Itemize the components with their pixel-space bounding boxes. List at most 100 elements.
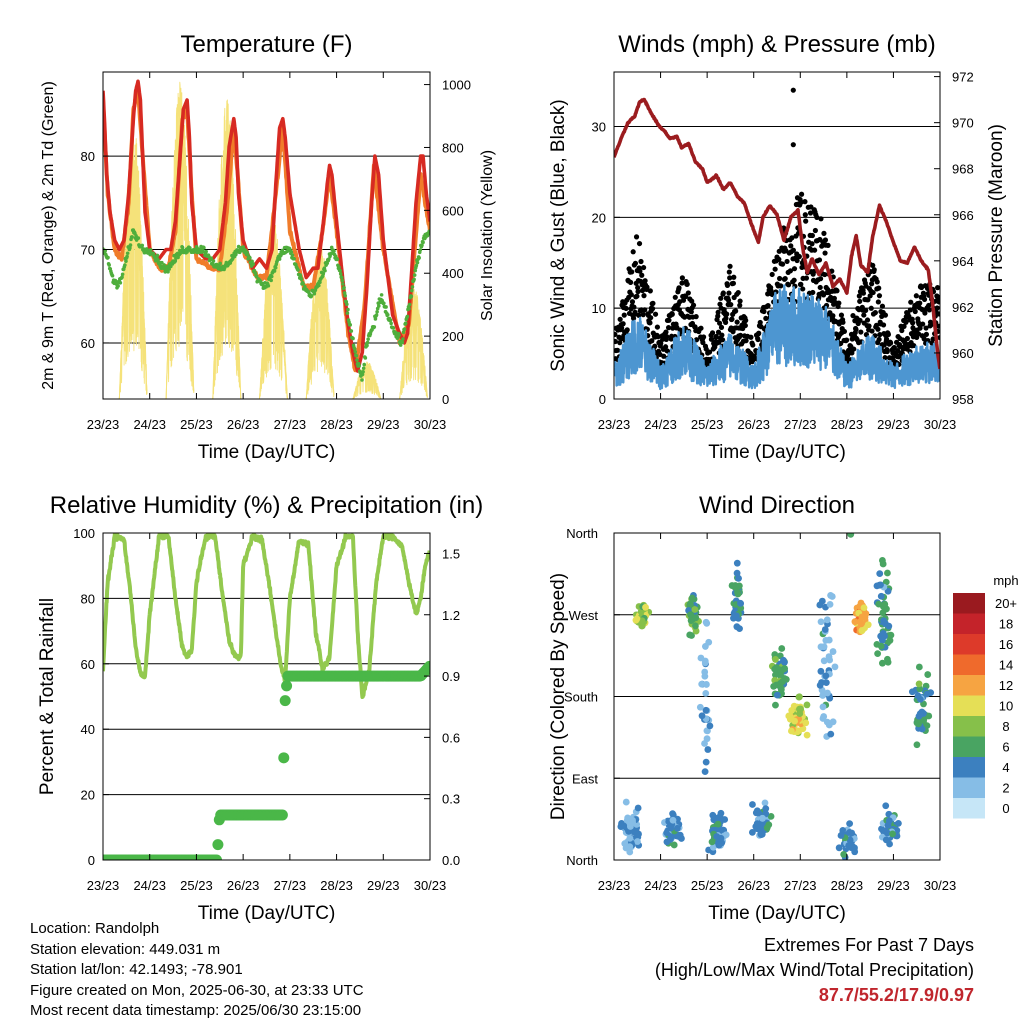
wind-direction-point (691, 606, 699, 613)
wind-direction-point (698, 712, 706, 720)
gust-point (910, 320, 916, 326)
x-tick-label: 25/23 (180, 878, 213, 893)
gust-point (869, 281, 875, 287)
wind-direction-point (882, 802, 890, 810)
dewpoint-point (363, 356, 368, 360)
y-tick-label: 20 (81, 788, 95, 803)
y2-axis-label: Solar Insolation (Yellow) (479, 150, 496, 321)
gust-point (830, 313, 836, 319)
y2-tick-label: 968 (952, 162, 974, 177)
station-location: Location: Randolph (30, 920, 160, 937)
gust-point (857, 298, 863, 304)
wind-direction-point (692, 614, 700, 622)
gust-point (715, 309, 721, 315)
wind-direction-point (676, 831, 684, 839)
wind-direction-point (816, 681, 824, 689)
y2-tick-label: 970 (952, 116, 974, 131)
wind-direction-point (701, 643, 709, 650)
dewpoint-point (340, 275, 344, 280)
dewpoint-point (421, 240, 425, 245)
gust-point (849, 350, 855, 356)
rainfall-point (212, 839, 224, 851)
legend-label: 4 (1002, 760, 1009, 775)
gust-point (883, 336, 890, 342)
dewpoint-point (393, 330, 398, 335)
dewpoint-point (340, 278, 345, 283)
wind-direction-point (702, 690, 710, 697)
wind-direction-point (692, 627, 700, 635)
x-tick-label: 23/23 (87, 417, 120, 432)
wind-direction-point (925, 712, 933, 720)
dewpoint-point (405, 314, 410, 319)
dewpoint-point (345, 311, 350, 315)
wind-direction-point (691, 622, 699, 630)
gust-point (899, 327, 905, 334)
gust-point (652, 343, 658, 349)
wind-direction-point (704, 727, 711, 735)
dewpoint-point (269, 274, 274, 279)
wind-direction-point (821, 626, 829, 633)
wind-direction-point (767, 813, 775, 820)
x-tick-label: 28/23 (831, 417, 864, 432)
dewpoint-point (166, 269, 170, 274)
gust-point (802, 199, 808, 205)
gust-point (814, 214, 820, 220)
wind-direction-point (916, 685, 924, 693)
y2-tick-label: 0 (442, 392, 449, 407)
gust-point (756, 330, 762, 336)
dewpoint-point (251, 262, 256, 266)
wind-direction-point (669, 816, 677, 824)
legend-swatch (953, 675, 985, 696)
legend-label: 18 (999, 617, 1013, 632)
legend-label: 0 (1002, 801, 1009, 816)
gust-point (637, 268, 643, 274)
gust-point (904, 335, 911, 342)
gust-point (742, 322, 748, 329)
wind-direction-point (761, 799, 769, 807)
legend-title: mph (993, 573, 1018, 588)
wind-direction-point (757, 831, 765, 838)
wind-direction-point (879, 560, 887, 568)
wind-direction-point (846, 820, 854, 828)
dewpoint-point (407, 302, 412, 307)
wind-direction-point (787, 727, 795, 735)
dewpoint-point (412, 277, 416, 282)
dewpoint-point (335, 257, 340, 262)
dewpoint-point (325, 261, 330, 266)
gust-point (934, 285, 940, 291)
y2-tick-label: 200 (442, 329, 464, 344)
y2-tick-label: 972 (952, 70, 974, 85)
legend-swatch (953, 736, 985, 757)
gust-point (798, 191, 805, 197)
x-tick-label: 26/23 (737, 878, 770, 893)
dewpoint-point (418, 248, 423, 252)
gust-point (724, 282, 731, 289)
wind-direction-point (889, 830, 896, 838)
plot-area (614, 87, 940, 391)
dewpoint-point (106, 255, 110, 260)
wind-direction-point (737, 599, 744, 607)
x-tick-label: 29/23 (877, 417, 910, 432)
y-tick-label: 60 (81, 336, 95, 351)
wind-direction-point (778, 645, 786, 652)
gust-point (630, 249, 636, 255)
x-tick-label: 25/23 (180, 417, 213, 432)
dewpoint-point (354, 354, 359, 358)
gust-point (655, 334, 661, 340)
wind-direction-point (877, 642, 885, 650)
wind-direction-point (882, 836, 890, 844)
dewpoint-point (401, 337, 405, 341)
wind-direction-point (802, 719, 810, 727)
gust-point (901, 323, 907, 329)
gust-point (809, 232, 815, 239)
gust-point (627, 279, 634, 285)
gust-point (825, 242, 831, 248)
y-tick-label: 80 (81, 149, 95, 164)
dewpoint-point (218, 261, 222, 266)
gust-point (725, 297, 732, 303)
gust-point (831, 295, 837, 301)
legend-swatch (953, 798, 985, 819)
wind-direction-point (895, 819, 902, 827)
gust-point (777, 275, 783, 282)
wind-direction-point (667, 824, 675, 832)
